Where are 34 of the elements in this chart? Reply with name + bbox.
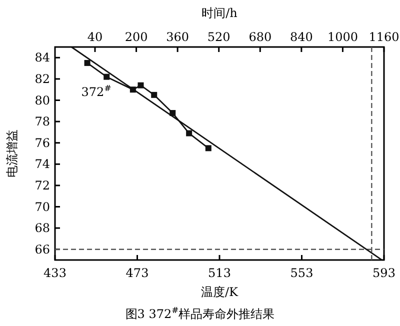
x2-tick-label: 200: [124, 30, 148, 44]
point: [84, 60, 90, 66]
y-tick-label: 78: [34, 114, 50, 129]
y-tick-label: 74: [34, 157, 50, 172]
point: [138, 82, 144, 88]
point: [205, 145, 212, 152]
x2-tick-label: 680: [248, 30, 272, 44]
point: [104, 74, 110, 80]
x2-tick-label: 1000: [327, 30, 358, 44]
point: [186, 130, 192, 136]
x2-tick-label: 840: [290, 30, 313, 44]
x-tick-label: 473: [126, 266, 149, 280]
y-tick-label: 66: [34, 242, 50, 256]
y-tick-label: 68: [34, 221, 50, 236]
caption: 图3 372$^{#}$样品寿命外推结果: [125, 305, 275, 321]
y-axis-title: 电流增益: [5, 130, 19, 178]
y-tick-label: 80: [34, 93, 50, 108]
x-axis-title: 温度/K: [200, 285, 240, 299]
y-tick-label: 82: [34, 72, 50, 86]
y-tick-label: 84: [34, 50, 50, 65]
x2-tick-label: 1160: [368, 30, 400, 44]
x2-tick-label: 520: [207, 30, 230, 44]
x2-tick-label: 40: [87, 30, 103, 44]
x-tick-label: 513: [208, 266, 231, 280]
x-tick-label: 593: [372, 266, 396, 280]
y-tick-label: 76: [34, 136, 50, 150]
x2-tick-label: 360: [166, 30, 190, 44]
y-tick-label: 70: [34, 200, 50, 214]
x2-axis-title: 时间/h: [202, 6, 238, 20]
x-tick-label: 553: [290, 266, 314, 280]
x-tick-label: 433: [44, 266, 66, 280]
series-label: 372$^{#}$: [81, 82, 112, 99]
point: [151, 92, 158, 98]
y-tick-label: 72: [34, 178, 50, 192]
